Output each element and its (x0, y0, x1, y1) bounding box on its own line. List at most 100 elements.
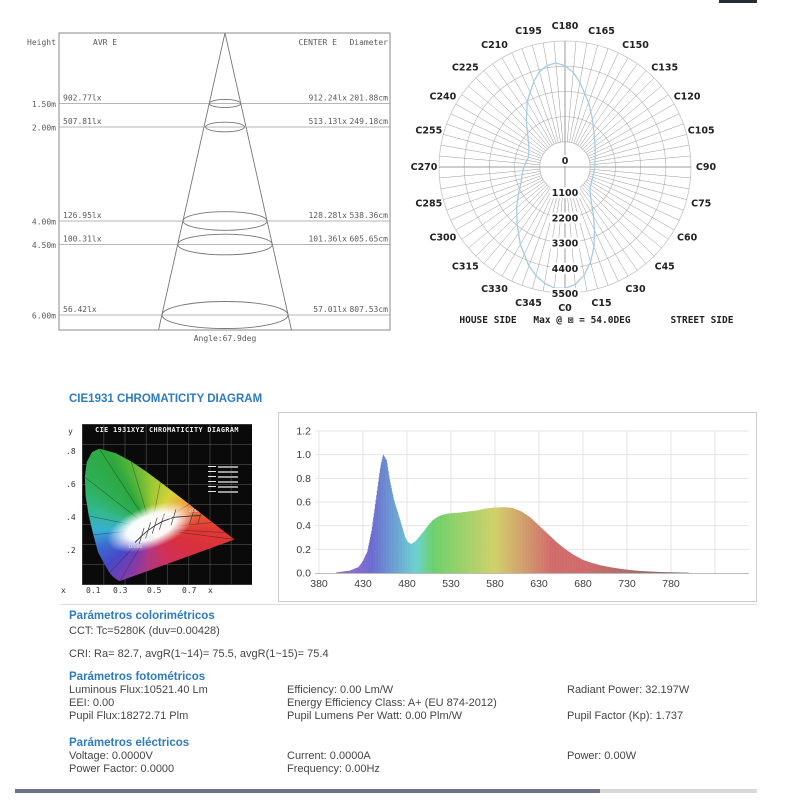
x-tick-label: 730 (618, 578, 636, 590)
polar-spoke (439, 155, 540, 166)
horizontal-scrollbar-thumb[interactable] (15, 789, 600, 793)
photometric-heading: Parámetros fotométricos (69, 671, 206, 683)
beam-ellipse (205, 121, 245, 133)
chroma-y-tick: .6 (66, 480, 76, 489)
parameter-line: Luminous Flux:10521.40 Lm (69, 684, 208, 696)
c-plane-label: C30 (625, 284, 646, 295)
polar-spoke (585, 94, 669, 153)
cct-label: 2000 (189, 508, 201, 514)
polar-spoke (588, 175, 684, 211)
cone-col-height: Height (27, 38, 56, 47)
polar-spoke (492, 187, 551, 271)
cone-edge-right (224, 32, 292, 331)
polar-spoke (569, 42, 588, 143)
c-plane-label: C270 (411, 162, 438, 173)
parameter-line: Pupil Lumens Per Watt: 0.00 Plm/W (287, 710, 463, 722)
y-tick-label: 1.0 (296, 449, 311, 461)
cct-tick (159, 514, 164, 530)
vertical-scrollbar-stub[interactable] (719, 0, 757, 3)
parameter-line: Energy Efficiency Class: A+ (EU 874-2012… (287, 697, 497, 709)
diameter-value: 249.18cm (349, 117, 388, 126)
beam-ellipse (182, 211, 268, 231)
polar-intensity-curve (516, 62, 596, 290)
c-plane-label: C315 (452, 262, 479, 273)
diameter-value: 605.65cm (349, 235, 388, 244)
photometric-col3: Radiant Power: 32.197W Pupil Factor (Kp)… (567, 684, 689, 723)
c-plane-label: C105 (688, 126, 715, 137)
chroma-y-tick: .8 (66, 447, 76, 456)
ring-value-label: 5500 (552, 289, 579, 300)
street-side-label: STREET SIDE (671, 315, 734, 326)
polar-spoke (577, 188, 629, 277)
polar-spoke (575, 52, 619, 145)
chromaticity-inner-title: CIE 1931XYZ CHROMATICITY DIAGRAM (95, 426, 239, 434)
electrical-col1: Voltage: 0.0000V Power Factor: 0.0000 (69, 750, 174, 776)
spd-area (336, 454, 689, 573)
x-tick-label: 480 (398, 578, 416, 590)
cct-tick (152, 518, 157, 534)
diameter-value: 807.53cm (349, 305, 388, 314)
height-label: 2.00m (32, 124, 56, 133)
label-bg (550, 212, 580, 224)
photometric-col1: Luminous Flux:10521.40 Lm EEI: 0.00 Pupil … (69, 684, 208, 723)
c-plane-label: C300 (429, 233, 456, 244)
avr-value: 100.31lx (63, 235, 102, 244)
avr-value: 507.81lx (63, 117, 102, 126)
polar-spoke (579, 63, 638, 147)
chroma-x-tick: 0.7 (182, 586, 197, 595)
polar-spoke (573, 190, 609, 286)
cone-col-center: CENTER E (298, 38, 337, 47)
x-tick-label: 580 (486, 578, 504, 590)
c-plane-label: C0 (558, 303, 572, 314)
parameter-line: EEI: 0.00 (69, 697, 115, 709)
chromaticity-diagram: y .8 .6 .4 .2 CIE 1931XYZ CHROMATICITY D… (60, 418, 278, 604)
parameter-line: Pupil Factor (Kp): 1.737 (567, 710, 684, 722)
chromaticity-plot: CIE 1931XYZ CHROMATICITY DIAGRAM 10000 65… (82, 424, 252, 585)
y-tick-label: 0.6 (296, 497, 311, 509)
cct-value: CCT: Tc=5280K (duv=0.00428) (69, 625, 220, 637)
polar-spoke (590, 155, 691, 166)
c-plane-label: C210 (481, 40, 508, 51)
x-tick-label: 680 (574, 578, 592, 590)
horizontal-scrollbar-track[interactable] (15, 789, 757, 793)
beam-ellipse (208, 99, 242, 108)
c-plane-label: C255 (415, 126, 442, 137)
polar-spoke (585, 181, 669, 240)
c-plane-label: C330 (481, 284, 508, 295)
chroma-x-tick: 0.1 (86, 586, 101, 595)
colorimetric-heading: Parámetros colorimétricos (69, 610, 215, 622)
y-tick-label: 0.8 (296, 473, 311, 485)
avr-value: 902.77lx (63, 94, 102, 103)
c-plane-label: C195 (515, 26, 542, 37)
polar-spoke (553, 41, 564, 142)
polar-spoke (483, 186, 549, 264)
legend-row (208, 484, 248, 489)
ring-value-label: 1100 (552, 188, 579, 199)
cct-tick (171, 509, 176, 525)
y-tick-label: 1.2 (296, 426, 311, 438)
c-plane-label: C150 (622, 40, 649, 51)
legend-row (208, 489, 248, 494)
polar-spoke (511, 189, 555, 282)
polar-spoke (443, 134, 541, 161)
chromaticity-heading: CIE1931 CHROMATICITY DIAGRAM (69, 393, 263, 405)
cone-col-avr: AVR E (93, 38, 117, 47)
polar-spoke (468, 85, 546, 151)
electrical-heading: Parámetros eléctricos (69, 737, 190, 749)
parameter-line: Power: 0.00W (567, 750, 637, 762)
polar-spoke (590, 168, 691, 179)
center-value: 128.28lx (308, 211, 347, 220)
y-tick-label: 0.0 (296, 568, 311, 580)
polar-spoke (475, 77, 548, 150)
polar-spoke (450, 113, 543, 157)
ring-zero-label: 0 (562, 156, 569, 167)
spectrum-plot: 0.0 0.2 0.4 0.6 0.8 1.0 1.2 380 430 480 530 580 630 6… (296, 426, 749, 590)
c-plane-label: C75 (691, 198, 711, 209)
beam-ellipse (161, 301, 289, 329)
ring-value-label: 3300 (552, 239, 579, 250)
c-plane-label: C285 (415, 198, 442, 209)
polar-spoke (443, 173, 541, 200)
white-point-region (101, 492, 202, 563)
